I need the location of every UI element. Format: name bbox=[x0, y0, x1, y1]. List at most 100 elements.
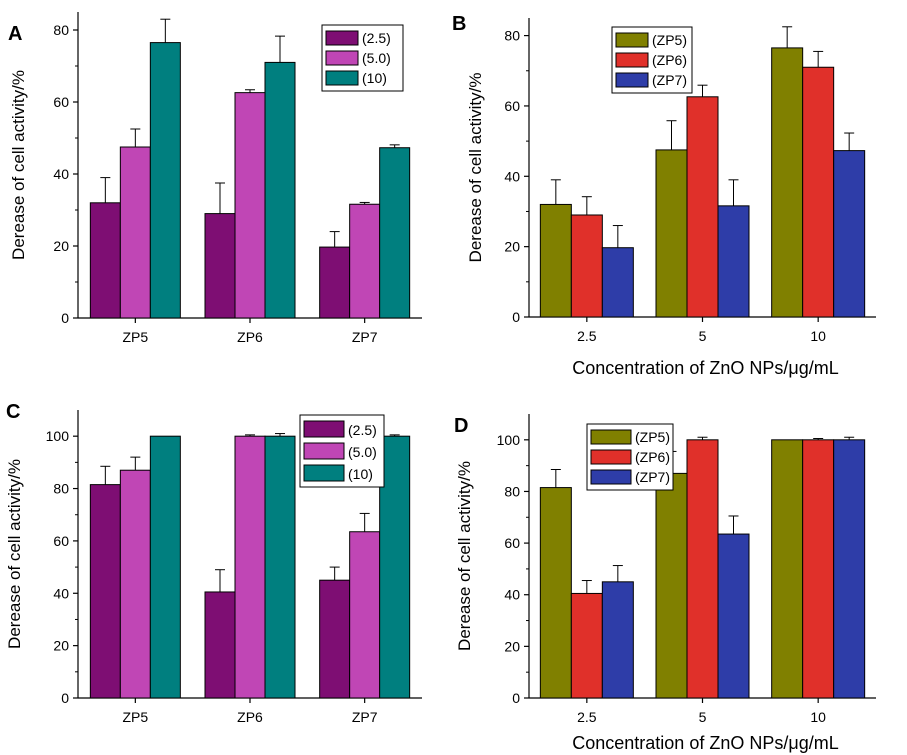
y-tick-label: 60 bbox=[53, 533, 69, 549]
legend-swatch bbox=[615, 72, 649, 88]
panel-b-plot: 0 20 40 60 80 Derease of cell activity/% 2.5 5 1… bbox=[466, 18, 876, 378]
y-tick-label: 0 bbox=[512, 309, 520, 325]
y-tick-label: 100 bbox=[46, 428, 70, 444]
bar bbox=[379, 435, 411, 699]
legend-swatch bbox=[590, 429, 632, 445]
bar bbox=[349, 531, 381, 699]
bar bbox=[655, 149, 688, 318]
y-tick-label: 20 bbox=[504, 638, 520, 654]
bar bbox=[204, 591, 236, 699]
panel-a-letter: A bbox=[8, 23, 22, 45]
bar bbox=[89, 484, 121, 699]
x-axis-title: Concentration of ZnO NPs/μg/mL bbox=[572, 733, 838, 753]
bar bbox=[89, 202, 121, 319]
x-tick-label: ZP6 bbox=[237, 329, 263, 345]
bar bbox=[349, 203, 381, 319]
bar bbox=[601, 247, 634, 318]
panel-b-letter: B bbox=[452, 13, 466, 35]
y-tick-label: 20 bbox=[53, 638, 69, 654]
legend-label: (ZP6) bbox=[652, 52, 687, 68]
bar bbox=[234, 435, 266, 699]
y-tick-label: 60 bbox=[504, 98, 520, 114]
legend-swatch bbox=[303, 420, 345, 438]
y-tick-label: 40 bbox=[53, 166, 69, 182]
x-tick-label: ZP7 bbox=[352, 329, 378, 345]
panel-d-plot: 0 20 40 60 80 100 Derease of cell activity/% 2.… bbox=[455, 414, 876, 753]
bar bbox=[833, 439, 866, 699]
legend-label: (5.0) bbox=[348, 444, 377, 460]
y-tick-label: 40 bbox=[504, 587, 520, 603]
bar bbox=[319, 579, 351, 699]
bar bbox=[539, 203, 572, 318]
bar bbox=[686, 96, 719, 318]
legend-swatch bbox=[590, 449, 632, 465]
y-tick-label: 0 bbox=[61, 690, 69, 706]
y-tick-label: 40 bbox=[504, 168, 520, 184]
x-tick-label: 2.5 bbox=[577, 328, 597, 344]
legend-label: (10) bbox=[362, 70, 387, 86]
legend-label: (10) bbox=[348, 466, 373, 482]
bar bbox=[264, 435, 296, 699]
bar bbox=[601, 581, 634, 699]
bar bbox=[833, 150, 866, 318]
panel-c-plot: 0 20 40 60 80 100 Derease of cell activity/% ZP… bbox=[5, 410, 422, 725]
bar bbox=[234, 92, 266, 319]
bar bbox=[686, 439, 719, 699]
bar bbox=[379, 147, 411, 319]
bar bbox=[570, 592, 603, 699]
y-tick-label: 80 bbox=[504, 483, 520, 499]
x-tick-label: 5 bbox=[699, 709, 707, 725]
x-tick-label: ZP6 bbox=[237, 709, 263, 725]
y-axis-title: Derease of cell activity/% bbox=[466, 73, 485, 263]
panel-c: C 0 20 40 60 80 100 Derease of cell activity/%… bbox=[5, 401, 422, 725]
legend-label: (ZP5) bbox=[652, 32, 687, 48]
panel-b: B 0 20 40 60 80 Derease of cell activity/% 2.5… bbox=[452, 13, 876, 378]
y-axis-title: Derease of cell activity/% bbox=[9, 70, 28, 260]
x-tick-label: 10 bbox=[810, 709, 826, 725]
panel-d-letter: D bbox=[454, 415, 468, 437]
legend-swatch bbox=[615, 52, 649, 68]
y-tick-label: 80 bbox=[504, 28, 520, 44]
y-tick-label: 100 bbox=[497, 432, 521, 448]
y-tick-label: 20 bbox=[504, 239, 520, 255]
x-axis-title: Concentration of ZnO NPs/μg/mL bbox=[572, 358, 838, 378]
x-tick-label: 2.5 bbox=[577, 709, 597, 725]
panel-a: A 0 20 40 60 80 Derease of cell activity/% ZP5… bbox=[8, 12, 422, 345]
y-tick-label: 60 bbox=[504, 535, 520, 551]
bar bbox=[802, 66, 835, 318]
legend-label: (2.5) bbox=[362, 30, 391, 46]
bar bbox=[319, 246, 351, 319]
x-tick-label: ZP7 bbox=[352, 709, 378, 725]
legend-swatch bbox=[325, 50, 359, 66]
legend-swatch bbox=[325, 30, 359, 46]
bar bbox=[802, 439, 835, 699]
bar bbox=[655, 472, 688, 699]
legend-label: (ZP7) bbox=[652, 72, 687, 88]
legend-swatch bbox=[303, 442, 345, 460]
legend-label: (ZP7) bbox=[635, 469, 670, 485]
bar bbox=[717, 205, 750, 318]
legend-label: (5.0) bbox=[362, 50, 391, 66]
legend-label: (ZP6) bbox=[635, 449, 670, 465]
bar bbox=[717, 533, 750, 699]
bar bbox=[149, 42, 181, 319]
panel-d: D 0 20 40 60 80 100 Derease of cell activity/%… bbox=[454, 414, 876, 753]
bar bbox=[539, 487, 572, 699]
legend-swatch bbox=[303, 464, 345, 482]
y-tick-label: 0 bbox=[512, 690, 520, 706]
x-tick-label: 5 bbox=[699, 328, 707, 344]
y-tick-label: 80 bbox=[53, 22, 69, 38]
bar bbox=[771, 439, 804, 699]
x-tick-label: ZP5 bbox=[122, 329, 148, 345]
y-tick-label: 80 bbox=[53, 481, 69, 497]
bar bbox=[119, 469, 151, 699]
bar bbox=[204, 213, 236, 319]
x-tick-label: 10 bbox=[810, 328, 826, 344]
x-tick-label: ZP5 bbox=[122, 709, 148, 725]
bar bbox=[570, 214, 603, 318]
y-tick-label: 0 bbox=[61, 310, 69, 326]
y-axis-title: Derease of cell activity/% bbox=[5, 459, 24, 649]
bar bbox=[119, 146, 151, 319]
legend-swatch bbox=[590, 469, 632, 485]
